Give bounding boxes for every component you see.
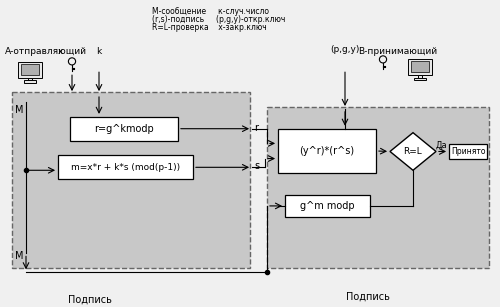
Text: r=g^kmodp: r=g^kmodp [94,124,154,134]
Bar [18,62,42,78]
Text: М-сообщение     к-случ.число: М-сообщение к-случ.число [152,7,269,16]
Bar [449,144,487,159]
Bar [70,117,178,141]
Bar [267,107,489,268]
Text: x: x [58,47,62,56]
Text: Подпись: Подпись [346,292,390,302]
Text: (r,s)-подпись     (p,g,y)-откр.ключ: (r,s)-подпись (p,g,y)-откр.ключ [152,15,286,24]
Bar [418,75,422,77]
Text: А-отправляющий: А-отправляющий [5,47,87,56]
Bar [58,155,193,179]
Text: (p,g,y): (p,g,y) [330,45,360,54]
Text: r: r [254,123,258,133]
Bar [285,195,370,217]
Text: s: s [254,161,259,171]
Bar [21,64,39,75]
Bar [411,60,429,72]
Bar [28,78,32,80]
Bar [414,77,426,80]
Text: В-принимающий: В-принимающий [358,47,437,56]
Text: Принято: Принято [451,147,485,156]
Text: m=x*r + k*s (mod(p-1)): m=x*r + k*s (mod(p-1)) [71,163,180,172]
Text: R=L: R=L [404,147,422,156]
Text: Да: Да [436,141,448,150]
Polygon shape [390,133,436,170]
Bar [278,129,376,173]
Text: M: M [15,251,24,261]
Text: k: k [96,47,102,56]
Text: M: M [15,105,24,115]
Text: Подпись: Подпись [68,295,112,305]
Text: R=L-проверка    х-закр.ключ: R=L-проверка х-закр.ключ [152,23,267,32]
Bar [12,92,250,268]
Text: g^m modp: g^m modp [300,201,355,211]
Text: (y^r)*(r^s): (y^r)*(r^s) [300,146,354,156]
Bar [408,59,432,75]
Bar [24,80,36,83]
